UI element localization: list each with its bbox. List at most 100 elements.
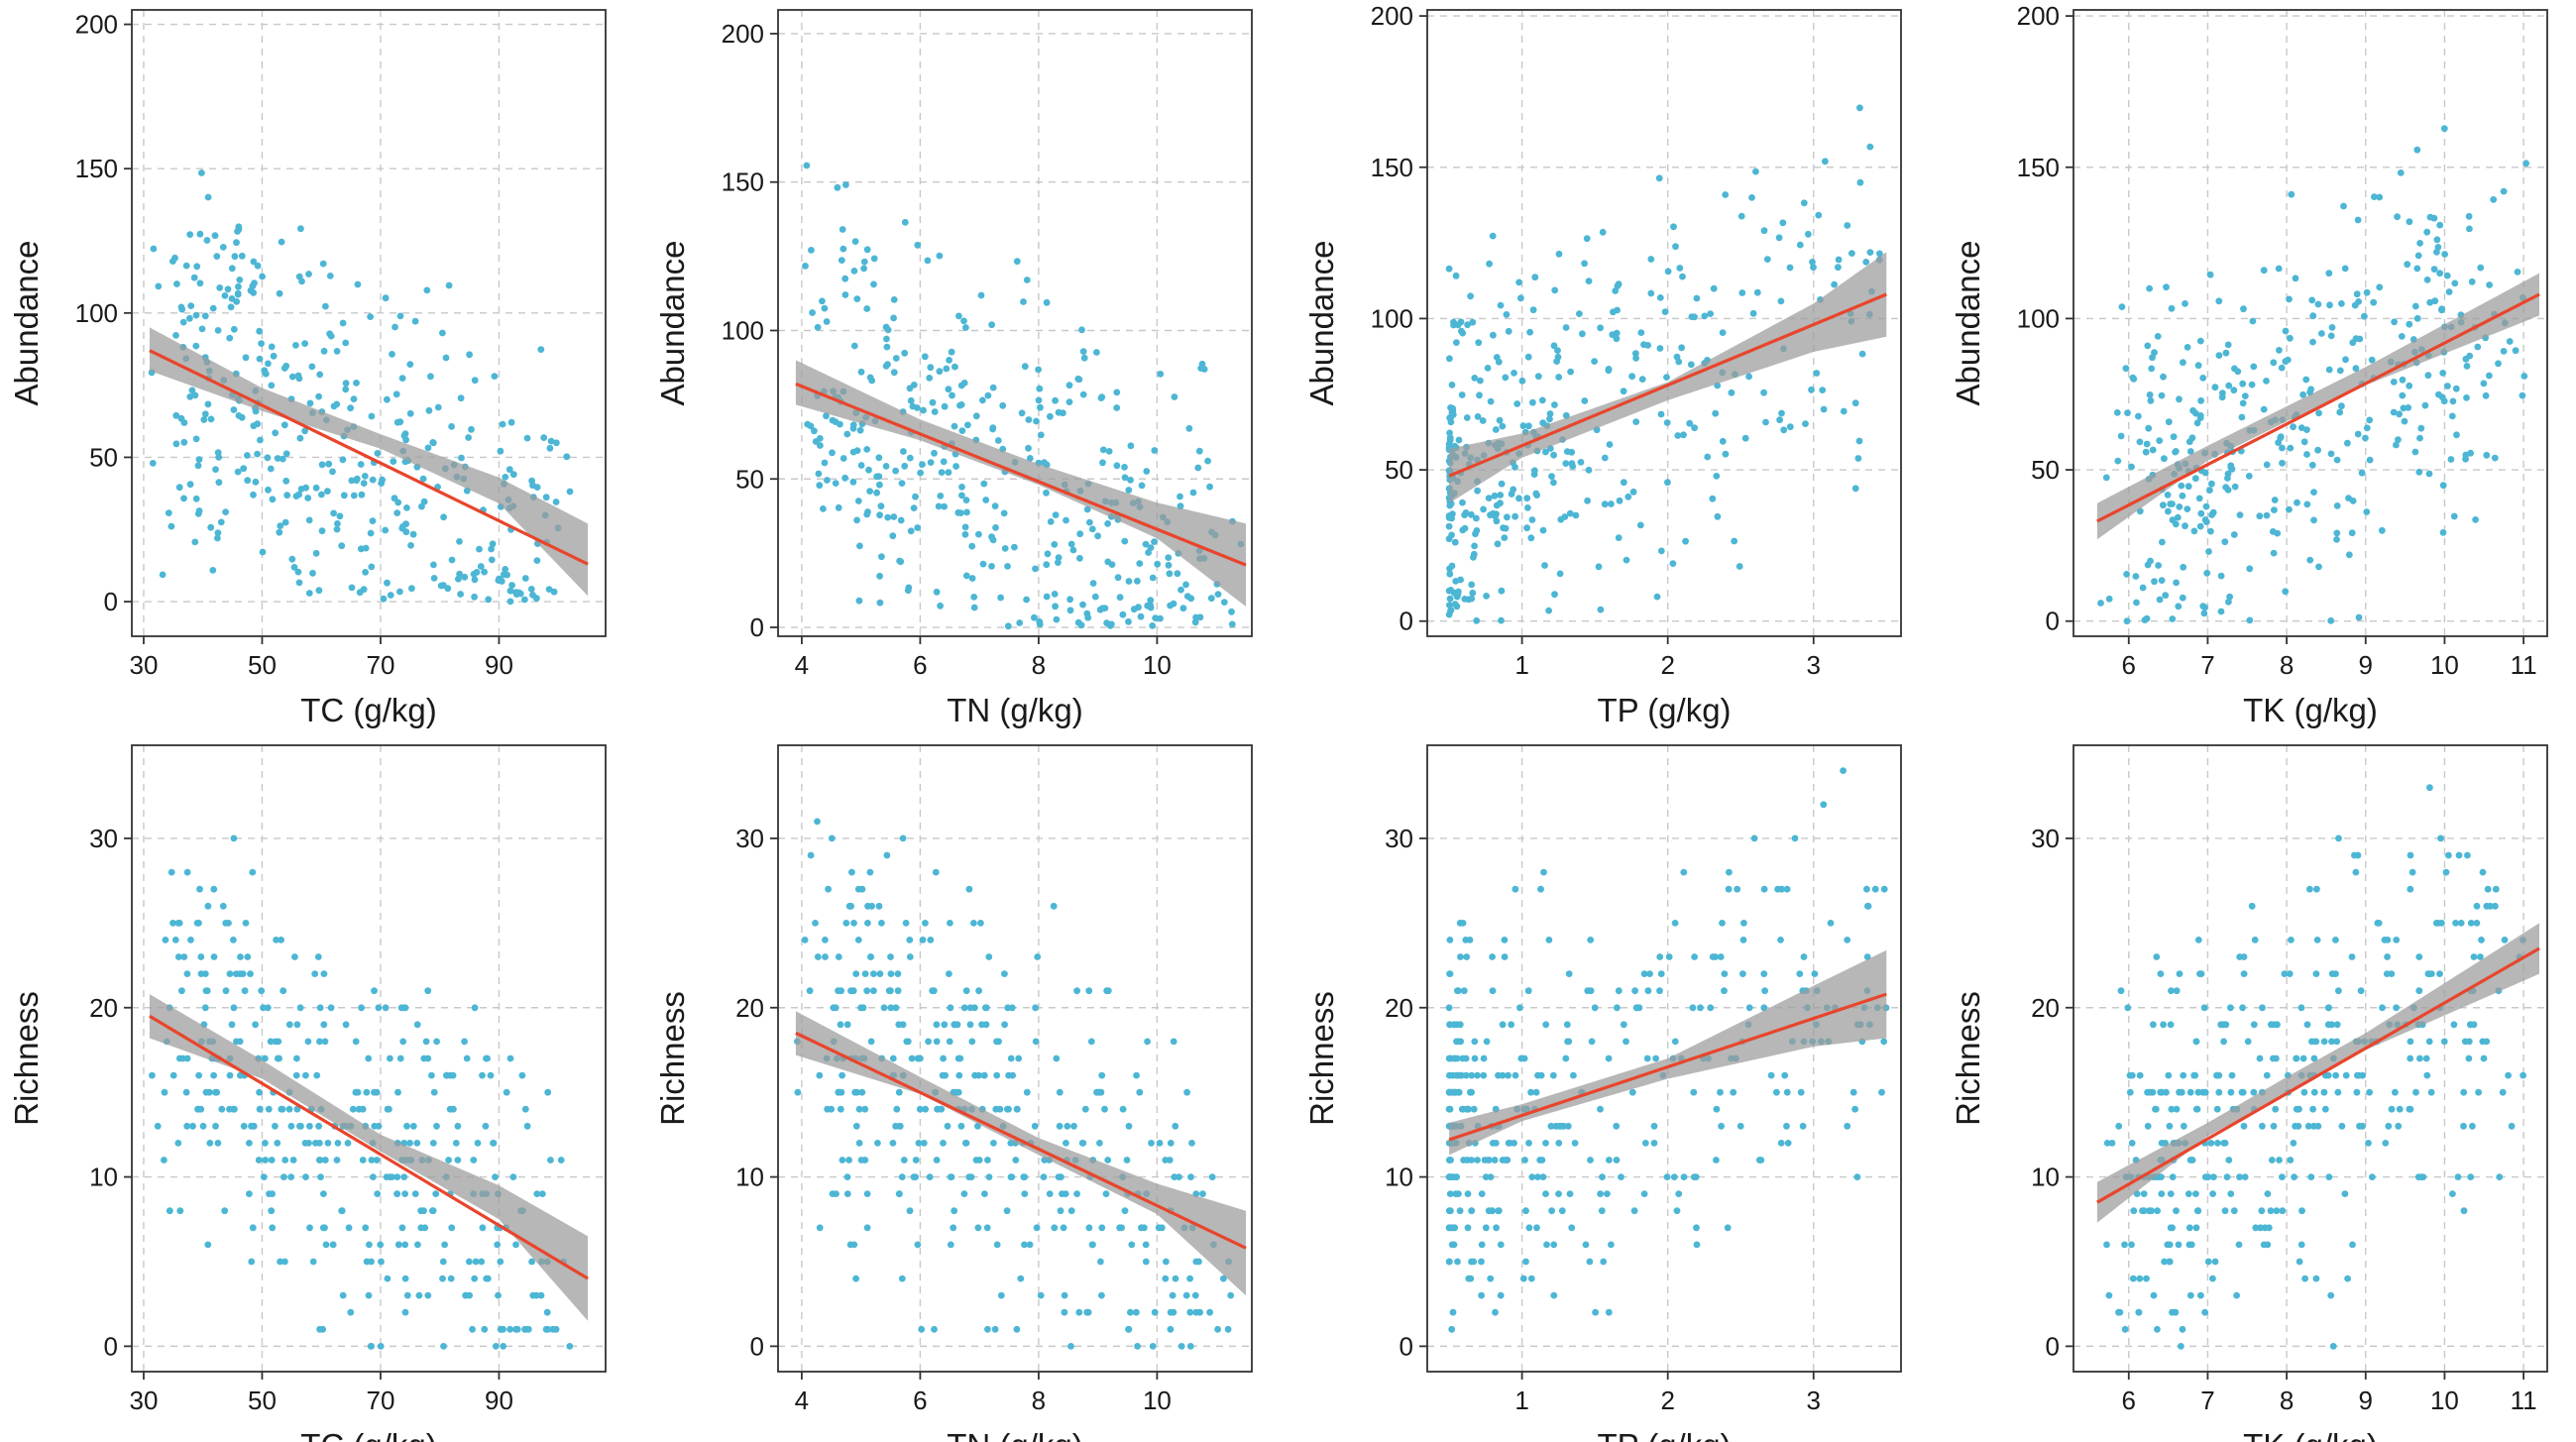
chart-4-point (2190, 527, 2198, 535)
chart-5-point (478, 1258, 486, 1266)
chart-7-point (1697, 1004, 1704, 1012)
chart-2-x-tick-label: 8 (1032, 650, 1046, 680)
chart-6-point (1032, 1038, 1040, 1046)
chart-3-point (1550, 451, 1557, 459)
chart-4-point (2423, 228, 2431, 236)
chart-6-point (914, 1241, 922, 1249)
chart-5-point (314, 953, 322, 960)
chart-4-point (2438, 305, 2446, 313)
chart-4-point (2310, 516, 2317, 524)
chart-2-point (1097, 394, 1105, 401)
chart-8-point (2157, 970, 2165, 977)
chart-6-trend-line (795, 1031, 1247, 1250)
chart-1-point (400, 432, 408, 440)
chart-2-point (819, 297, 826, 305)
chart-4-point (2341, 265, 2349, 273)
chart-2-point (1060, 409, 1066, 417)
chart-5-point (262, 1157, 270, 1164)
chart-2-point (970, 604, 978, 611)
chart-4-point (2306, 556, 2314, 564)
chart-2-point (961, 530, 969, 538)
chart-2-point (1157, 371, 1165, 378)
chart-7-point (1550, 1241, 1558, 1249)
chart-4-point (2227, 464, 2235, 471)
chart-5-point (256, 1105, 264, 1113)
chart-2-point (1121, 474, 1129, 482)
chart-7-point (1760, 970, 1768, 977)
chart-5-point (462, 1291, 469, 1299)
chart-4-point (2308, 296, 2316, 304)
chart-8-point (2209, 1275, 2216, 1282)
chart-2-point (1138, 482, 1146, 490)
chart-8-point (2251, 937, 2259, 943)
chart-4-point (2160, 373, 2167, 381)
chart-1-point (456, 538, 463, 545)
chart-1-point (227, 303, 235, 311)
chart-4-point (2452, 385, 2460, 392)
chart-4-point (2117, 432, 2125, 440)
chart-3-point (1490, 509, 1497, 517)
chart-6-point (1062, 1190, 1069, 1197)
chart-6-point (854, 937, 862, 943)
chart-2-point (1125, 578, 1133, 585)
chart-1-point (318, 461, 326, 469)
chart-5-point (218, 1105, 226, 1113)
chart-1-point (498, 578, 505, 585)
chart-1-point (254, 420, 262, 428)
chart-7-point (1550, 1291, 1558, 1299)
chart-5-point (304, 1038, 312, 1046)
chart-6-point (1208, 1173, 1216, 1180)
chart-4-point (2300, 438, 2308, 446)
chart-7-point (1630, 1207, 1638, 1215)
chart-1-point (193, 263, 201, 271)
chart-2-point (853, 516, 860, 524)
chart-4-point (2345, 551, 2353, 559)
chart-2-point (991, 502, 999, 509)
chart-4-point (2399, 391, 2407, 399)
chart-4-point (2299, 390, 2307, 398)
chart-1-point (396, 588, 403, 596)
chart-5-point (557, 1157, 565, 1164)
chart-7-point (1643, 1054, 1651, 1062)
chart-8-point (2250, 1021, 2258, 1029)
chart-7-point (1618, 1173, 1624, 1180)
chart-3-point (1675, 358, 1683, 366)
chart-8-point (2427, 970, 2435, 977)
chart-2-point (876, 511, 883, 519)
chart-1-point (305, 516, 313, 524)
chart-3-point (1585, 277, 1593, 284)
chart-3-point (1448, 514, 1455, 522)
chart-7-point (1452, 1190, 1460, 1197)
chart-1-point (242, 354, 250, 362)
chart-5-point (313, 1071, 321, 1079)
chart-3-point (1597, 324, 1604, 332)
chart-2-point (1023, 596, 1030, 604)
chart-6-point (842, 920, 850, 927)
chart-2-point (957, 382, 965, 389)
chart-6-point (1055, 1173, 1063, 1180)
chart-4-point (2491, 454, 2499, 462)
chart-7-point (1800, 953, 1808, 960)
chart-6-point (1053, 1054, 1061, 1062)
chart-4-point (2376, 193, 2384, 201)
chart-1-point (504, 571, 510, 579)
chart-5-point (309, 1258, 317, 1266)
chart-5-point (420, 1207, 427, 1215)
chart-2-point (884, 513, 892, 521)
chart-2-point (1018, 409, 1026, 417)
chart-8-point (2496, 1173, 2504, 1180)
chart-3-point (1475, 339, 1483, 347)
chart-8-x-tick-label: 10 (2430, 1386, 2459, 1415)
chart-1-point (448, 423, 455, 430)
chart-4-point (2472, 516, 2480, 523)
chart-4-point (2354, 430, 2362, 438)
chart-1-point (369, 476, 377, 484)
chart-5-point (174, 920, 182, 927)
chart-1-point (362, 544, 370, 552)
chart-3-point (1538, 396, 1546, 404)
chart-8-point (2426, 784, 2433, 792)
chart-2-point (896, 557, 903, 565)
chart-8-point (2149, 1088, 2157, 1096)
chart-7-point (1487, 1275, 1495, 1282)
chart-5-point (260, 1173, 268, 1180)
